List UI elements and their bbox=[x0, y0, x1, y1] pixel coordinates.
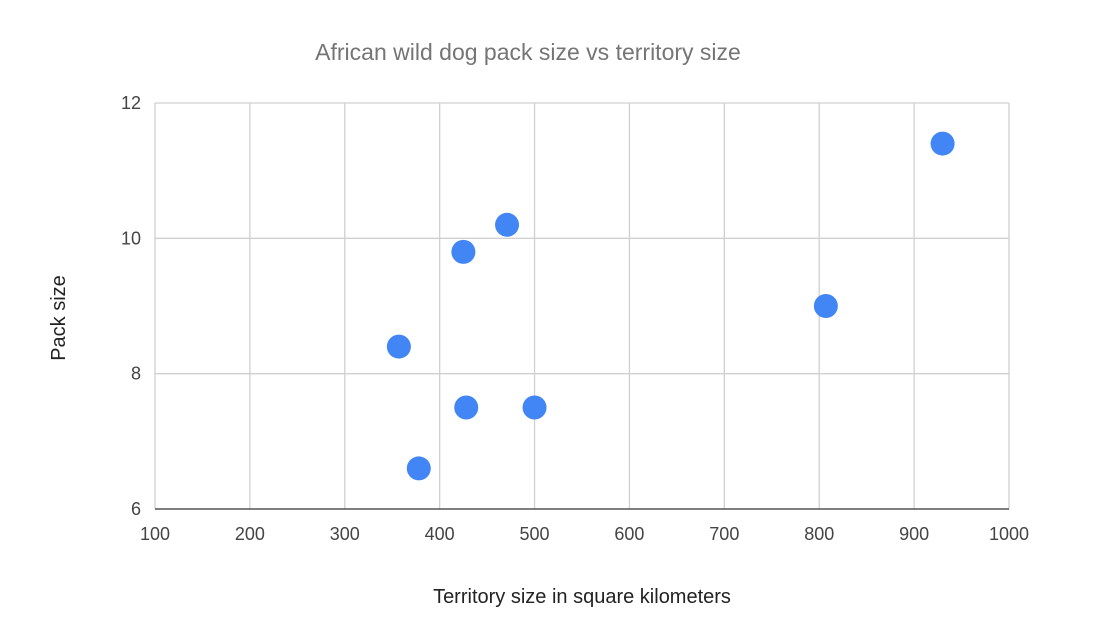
x-tick-label: 100 bbox=[140, 524, 170, 544]
x-tick-label: 700 bbox=[709, 524, 739, 544]
y-tick-label: 12 bbox=[121, 93, 141, 113]
data-points bbox=[386, 131, 955, 481]
data-point bbox=[522, 395, 547, 420]
x-tick-label: 400 bbox=[425, 524, 455, 544]
data-point bbox=[406, 456, 431, 481]
data-point bbox=[930, 131, 955, 156]
x-tick-label: 200 bbox=[235, 524, 265, 544]
x-axis-title: Territory size in square kilometers bbox=[433, 586, 731, 608]
data-point bbox=[813, 294, 838, 318]
data-point bbox=[454, 395, 479, 420]
y-axis-title: Pack size bbox=[48, 275, 70, 361]
y-tick-label: 10 bbox=[121, 228, 141, 248]
x-tick-label: 900 bbox=[899, 524, 929, 544]
y-tick-label: 8 bbox=[131, 364, 141, 384]
x-tick-label: 300 bbox=[330, 524, 360, 544]
x-tick-label: 500 bbox=[520, 524, 550, 544]
tick-labels: 100 200 300 400 500 600 700 800 900 1000 6 8 10 12 bbox=[121, 93, 1029, 544]
gridlines bbox=[154, 102, 1010, 510]
data-point bbox=[386, 334, 411, 359]
data-point bbox=[451, 239, 476, 264]
chart-title: African wild dog pack size vs territory … bbox=[315, 39, 741, 65]
x-tick-label: 600 bbox=[614, 524, 644, 544]
x-tick-label: 800 bbox=[804, 524, 834, 544]
data-point bbox=[495, 212, 520, 237]
y-tick-label: 6 bbox=[131, 499, 141, 519]
x-tick-label: 1000 bbox=[989, 524, 1029, 544]
